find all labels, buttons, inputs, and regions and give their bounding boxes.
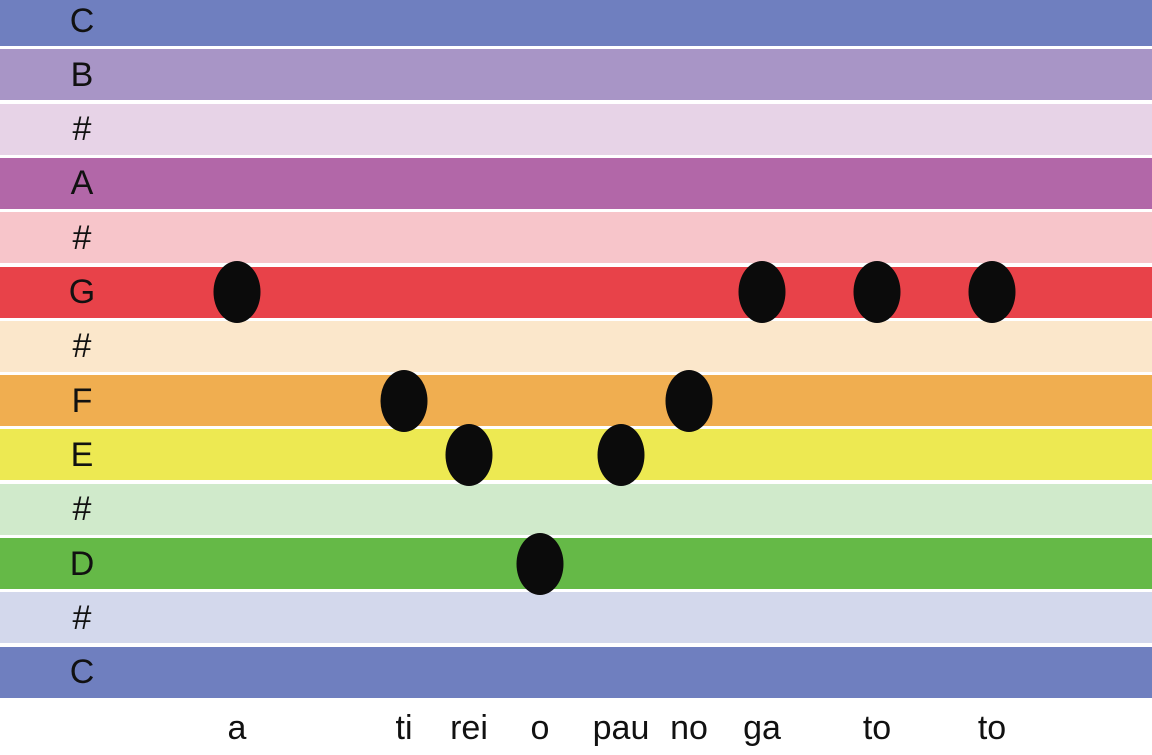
pitch-band	[0, 266, 1152, 318]
pitch-label: #	[72, 327, 92, 366]
pitch-band	[0, 375, 1152, 427]
note-head	[597, 423, 645, 486]
note-head	[738, 261, 786, 323]
pitch-band	[0, 429, 1152, 481]
pitch-band	[0, 483, 1152, 535]
pitch-band	[0, 320, 1152, 372]
lyric-syllable: a	[227, 709, 247, 747]
lyric-syllable: no	[670, 709, 708, 747]
pitch-band	[0, 0, 1152, 46]
pitch-label: #	[72, 490, 92, 529]
note-head	[516, 532, 564, 595]
note-head	[213, 261, 261, 323]
pitch-label: B	[70, 55, 94, 94]
pitch-label: E	[70, 435, 94, 474]
pitch-label: C	[69, 1, 95, 40]
pitch-label: #	[72, 218, 92, 257]
lyric-syllable: ti	[395, 709, 413, 747]
pitch-band	[0, 592, 1152, 644]
pitch-band	[0, 103, 1152, 155]
pitch-label: #	[72, 598, 92, 637]
lyric-syllable: pau	[592, 709, 650, 747]
lyric-syllable: to	[977, 709, 1007, 747]
pitch-staff: C B # A # G # F E # D # C	[0, 0, 1152, 698]
lyric-syllable: to	[862, 709, 892, 747]
lyric-syllable: o	[530, 709, 550, 747]
note-head	[445, 423, 493, 486]
note-head	[380, 369, 428, 432]
lyrics-row: a ti rei o pau no ga to to	[0, 700, 1152, 755]
pitch-label: C	[69, 653, 95, 692]
pitch-label: F	[71, 381, 93, 420]
lyric-syllable: ga	[743, 709, 781, 747]
pitch-label: A	[70, 164, 94, 203]
lyric-syllable: rei	[450, 709, 488, 747]
pitch-band	[0, 157, 1152, 209]
pitch-label: D	[69, 544, 95, 583]
pitch-label: #	[72, 110, 92, 149]
note-head	[665, 369, 713, 432]
note-head	[968, 261, 1016, 323]
pitch-band	[0, 646, 1152, 698]
pitch-label: G	[68, 273, 96, 311]
pitch-band	[0, 212, 1152, 264]
pitch-band	[0, 538, 1152, 589]
pitch-band	[0, 49, 1152, 101]
note-head	[853, 261, 901, 323]
